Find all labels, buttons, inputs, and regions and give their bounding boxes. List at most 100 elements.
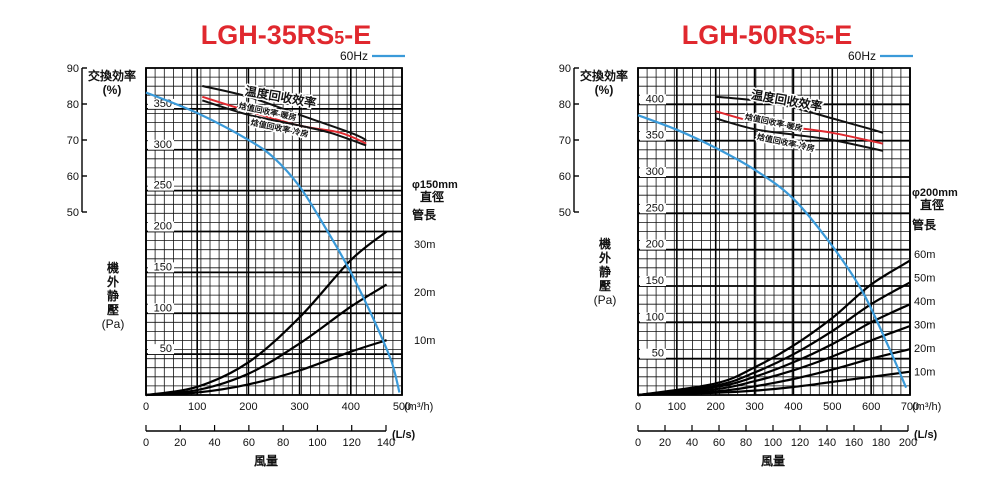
- chart-title-main: LGH-35RS: [201, 20, 335, 50]
- ls-tick-label: 180: [872, 437, 890, 449]
- pressure-axis-label-char: 壓: [599, 279, 611, 293]
- pressure-tick-label: 250: [646, 202, 664, 214]
- pipe-curve-10m: [637, 370, 911, 397]
- chart-title-suffix: -E: [825, 20, 852, 50]
- ls-tick-label: 100: [308, 437, 326, 449]
- pipe-curve-label: 30m: [414, 239, 435, 251]
- pressure-tick-bg: [640, 312, 666, 323]
- legend-label: 60Hz: [340, 49, 368, 63]
- efficiency-label-temperature: 温度回收效率: [750, 87, 824, 114]
- chart-title-main: LGH-50RS: [682, 20, 816, 50]
- ls-tick-label: 0: [143, 437, 149, 449]
- flow-tick-label: 700: [901, 401, 919, 413]
- pipe-curve-label: 60m: [914, 249, 935, 261]
- pipe-curve-10m: [145, 339, 387, 397]
- pq-curve-60hz: [145, 91, 401, 393]
- pressure-tick-bg: [640, 348, 666, 359]
- pipe-curve-50m: [637, 281, 911, 397]
- grid: [637, 67, 911, 396]
- ls-tick-label: 40: [208, 437, 220, 449]
- efficiency-tick-label: 90: [67, 63, 79, 75]
- pressure-tick-label: 100: [646, 311, 664, 323]
- ls-tick-label: 20: [659, 437, 671, 449]
- chart-title-sub: 5: [334, 28, 344, 48]
- x-axis-title: 風量: [254, 454, 278, 468]
- flow-tick-label: 100: [668, 401, 686, 413]
- flow-tick-label: 500: [393, 401, 411, 413]
- efficiency-axis-unit: (%): [595, 83, 614, 97]
- pressure-tick-label: 150: [646, 275, 664, 287]
- pq-curve-60hz: [637, 114, 908, 389]
- pressure-axis-label-char: 外: [107, 274, 119, 289]
- ls-tick-label: 140: [818, 437, 836, 449]
- efficiency-tick-label: 60: [67, 171, 79, 183]
- pressure-axis-label-char: 機: [107, 260, 119, 275]
- flow-tick-label: 300: [290, 401, 308, 413]
- efficiency-axis-unit: (%): [103, 83, 122, 97]
- pressure-tick-label: 50: [652, 348, 664, 360]
- ls-tick-label: 20: [174, 437, 186, 449]
- pressure-tick-label: 250: [154, 180, 172, 192]
- pipe-curve-label: 10m: [414, 335, 435, 347]
- pressure-tick-bg: [640, 203, 666, 214]
- efficiency-axis-label: 交換効率: [580, 68, 628, 83]
- pressure-tick-bg: [148, 180, 174, 191]
- flow-tick-label: 500: [823, 401, 841, 413]
- flow-tick-label: 400: [342, 401, 360, 413]
- efficiency-curve-3: [715, 117, 884, 152]
- flow-tick-label: 400: [784, 401, 802, 413]
- efficiency-tick-label: 80: [67, 99, 79, 111]
- efficiency-curve-2: [715, 110, 884, 145]
- pressure-tick-label: 100: [154, 302, 172, 314]
- efficiency-tick-label: 80: [559, 99, 571, 111]
- pressure-tick-bg: [148, 139, 174, 150]
- x-axis-title: 風量: [761, 454, 785, 468]
- ls-tick-label: 120: [343, 437, 361, 449]
- ls-tick-label: 200: [899, 437, 917, 449]
- pressure-tick-bg: [640, 239, 666, 250]
- efficiency-tick-label: 60: [559, 171, 571, 183]
- efficiency-tick-label: 50: [67, 207, 79, 219]
- ls-unit: (L/s): [392, 429, 416, 441]
- efficiency-tick-label: 70: [67, 135, 79, 147]
- pressure-tick-label: 150: [154, 261, 172, 273]
- flow-tick-label: 200: [239, 401, 257, 413]
- legend-label: 60Hz: [848, 49, 876, 63]
- flow-tick-label: 200: [707, 401, 725, 413]
- pipe-curve-label: 20m: [914, 343, 935, 355]
- pressure-tick-bg: [148, 221, 174, 232]
- pipe-diameter-word: 直徑: [420, 189, 444, 204]
- ls-unit: (L/s): [914, 429, 938, 441]
- ls-tick-label: 100: [764, 437, 782, 449]
- flow-tick-label: 0: [143, 401, 149, 413]
- pressure-axis-unit: (Pa): [594, 293, 617, 307]
- pressure-tick-bg: [148, 303, 174, 314]
- pressure-tick-bg: [148, 344, 174, 355]
- ls-tick-label: 0: [635, 437, 641, 449]
- ls-tick-label: 60: [713, 437, 725, 449]
- pressure-axis-label-char: 機: [599, 236, 611, 251]
- pressure-axis-label-char: 外: [599, 250, 611, 265]
- pipe-diameter-label: φ200mm: [912, 187, 958, 199]
- chart-title-sub: 5: [815, 28, 825, 48]
- efficiency-tick-label: 90: [559, 63, 571, 75]
- flow-tick-label: 0: [635, 401, 641, 413]
- pressure-axis-label-char: 静: [599, 264, 611, 279]
- flow-tick-label: 600: [862, 401, 880, 413]
- pressure-tick-label: 200: [154, 221, 172, 233]
- pressure-axis-label-char: 静: [107, 288, 119, 303]
- pipe-diameter-word: 直徑: [920, 197, 944, 212]
- flow-tick-label: 100: [188, 401, 206, 413]
- chart-1: LGH-35RS5-E60Hz5010015020025030035050607…: [67, 20, 458, 468]
- ls-tick-label: 80: [740, 437, 752, 449]
- efficiency-axis-label: 交換効率: [88, 68, 136, 83]
- pipe-curve-30m: [145, 230, 388, 397]
- pipe-curve-label: 10m: [914, 367, 935, 379]
- pipe-curve-30m: [637, 324, 911, 397]
- pressure-tick-label: 200: [646, 239, 664, 251]
- plot-frame: [145, 67, 403, 396]
- pressure-tick-label: 300: [646, 166, 664, 178]
- ls-tick-label: 160: [845, 437, 863, 449]
- pressure-tick-label: 400: [646, 93, 664, 105]
